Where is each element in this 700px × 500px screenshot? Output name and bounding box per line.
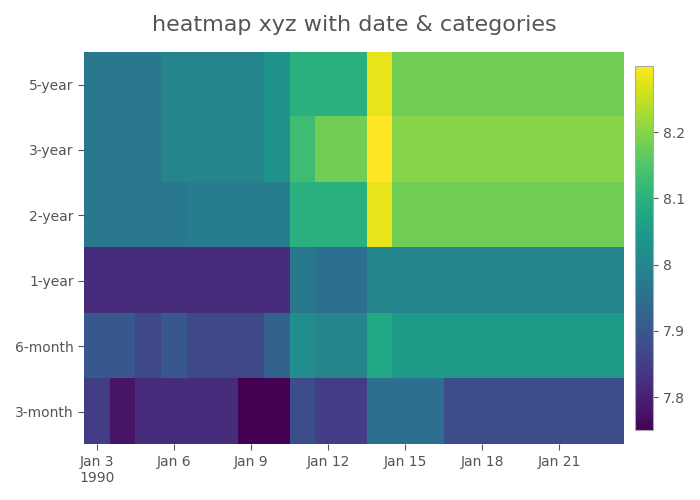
Title: heatmap xyz with date & categories: heatmap xyz with date & categories [152,15,556,35]
